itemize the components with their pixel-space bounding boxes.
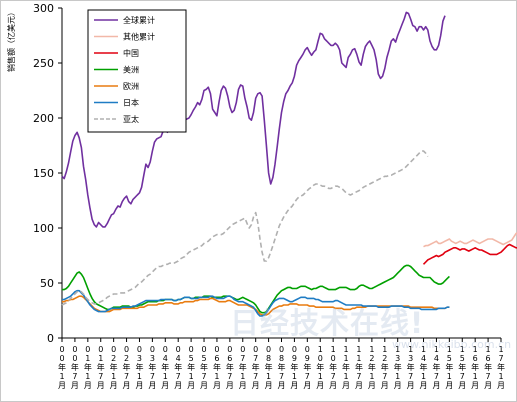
legend-label: 美洲 xyxy=(123,65,139,75)
legend-label: 亚太 xyxy=(123,114,139,124)
y-tick-label: 200 xyxy=(33,112,54,125)
legend-label: 全球累计 xyxy=(123,15,155,25)
legend-label: 中国 xyxy=(123,48,139,58)
y-tick-label: 300 xyxy=(33,2,54,15)
series-line-3 xyxy=(62,264,450,314)
y-tick-label: 150 xyxy=(33,167,54,180)
axes: 0 50 100 150 200 250 300 销售额（亿美元） 0 0 年 1 月 0 0 年 7 月 0 1 年 1… xyxy=(6,2,505,390)
legend-box xyxy=(87,9,187,133)
legend-label: 日本 xyxy=(123,98,139,108)
series-line-1 xyxy=(423,232,517,248)
legend-label: 其他累计 xyxy=(123,32,155,42)
series-line-6 xyxy=(61,150,429,306)
y-tick-label: 50 xyxy=(40,277,54,290)
legend-label: 欧洲 xyxy=(123,81,139,91)
watermark-logo-sub: www.nikkeibp.com.cn xyxy=(392,338,512,351)
series-line-2 xyxy=(422,243,517,265)
y-axis-title: 销售额（亿美元） xyxy=(6,8,16,72)
y-tick-label: 100 xyxy=(33,222,54,235)
y-tick-label: 250 xyxy=(33,57,54,70)
series-line-5 xyxy=(62,289,450,317)
watermark-logo: 日经技术在线! xyxy=(230,306,425,340)
series-layer xyxy=(61,11,517,317)
series-line-0 xyxy=(61,11,446,228)
y-tick-label: 0 xyxy=(47,332,54,345)
